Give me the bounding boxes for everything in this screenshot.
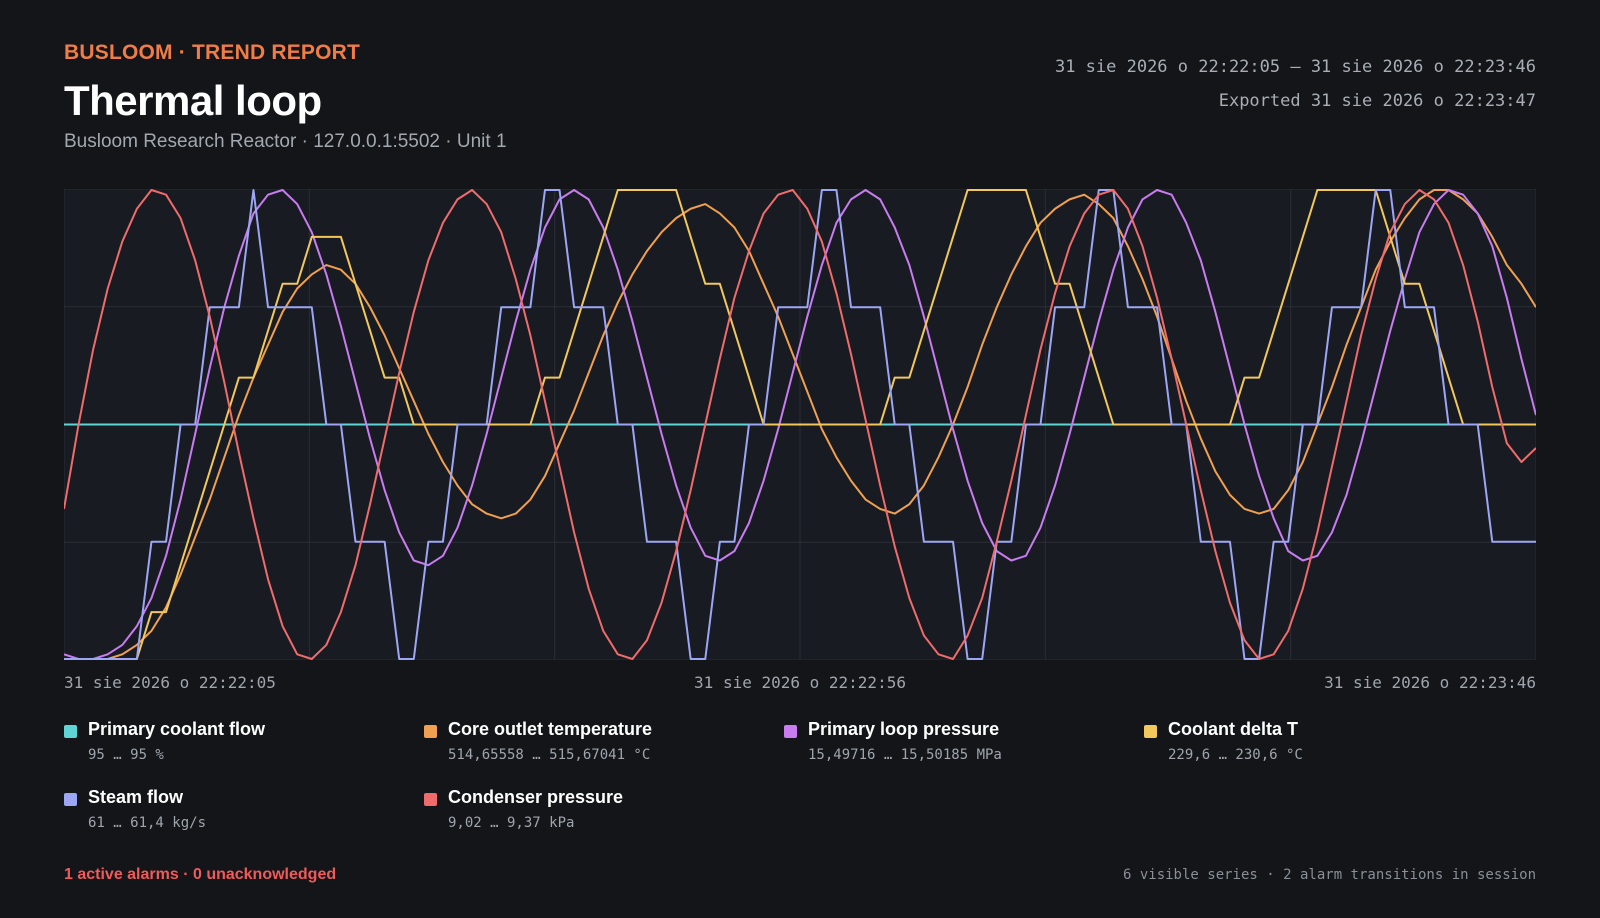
legend-swatch	[1144, 725, 1157, 738]
legend-series-name: Steam flow	[88, 787, 184, 807]
legend-series-name: Primary loop pressure	[808, 719, 1000, 739]
legend-series-range: 9,02 … 9,37 kPa	[448, 815, 575, 831]
trend-chart[interactable]	[64, 189, 1536, 660]
series-line-condenser-pressure	[64, 189, 1536, 660]
series-line-primary-loop-pressure	[64, 189, 1536, 660]
brand-label: BUSLOOM · TREND REPORT	[64, 41, 361, 64]
legend-series-name: Primary coolant flow	[88, 719, 266, 739]
legend-swatch	[424, 793, 437, 806]
legend-series-range: 229,6 … 230,6 °C	[1168, 747, 1303, 763]
series-line-steam-flow	[64, 189, 1536, 660]
legend-swatch	[424, 725, 437, 738]
legend-series-name: Condenser pressure	[448, 787, 624, 807]
page-subtitle: Busloom Research Reactor · 127.0.0.1:550…	[64, 131, 507, 152]
series-line-core-outlet-temperature	[64, 189, 1536, 660]
x-tick-label: 31 sie 2026 o 22:22:05	[64, 673, 276, 692]
trend-chart-svg	[64, 189, 1536, 660]
legend-series-name: Core outlet temperature	[448, 719, 653, 739]
x-tick-label: 31 sie 2026 o 22:22:56	[694, 673, 906, 692]
legend-series-range: 514,65558 … 515,67041 °C	[448, 747, 651, 763]
page-title: Thermal loop	[64, 77, 322, 124]
x-tick-label: 31 sie 2026 o 22:23:46	[1324, 673, 1536, 692]
legend-swatch	[64, 793, 77, 806]
session-summary: 6 visible series · 2 alarm transitions i…	[1122, 867, 1536, 883]
legend-series-range: 15,49716 … 15,50185 MPa	[808, 747, 1002, 763]
time-range: 31 sie 2026 o 22:22:05 — 31 sie 2026 o 2…	[1054, 57, 1536, 77]
legend-series-range: 95 … 95 %	[88, 747, 164, 763]
legend-series-range: 61 … 61,4 kg/s	[88, 815, 207, 831]
legend-series-name: Coolant delta T	[1168, 719, 1298, 739]
active-alarms-status: 1 active alarms · 0 unacknowledged	[64, 866, 337, 883]
export-timestamp: Exported 31 sie 2026 o 22:23:47	[1218, 91, 1536, 111]
series-line-coolant-delta-t	[64, 189, 1536, 660]
legend-swatch	[784, 725, 797, 738]
legend-swatch	[64, 725, 77, 738]
